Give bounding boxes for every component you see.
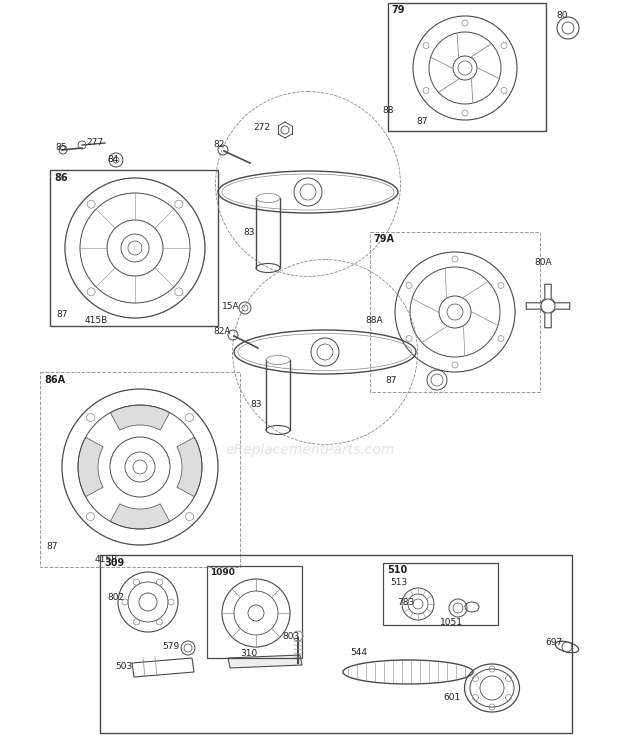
- Text: 510: 510: [387, 565, 407, 575]
- Text: 86: 86: [54, 173, 68, 183]
- Text: 579: 579: [162, 642, 179, 651]
- Bar: [100, 555, 572, 733]
- Text: 310: 310: [240, 649, 257, 658]
- Text: 88: 88: [382, 106, 394, 115]
- Polygon shape: [228, 655, 302, 668]
- Text: 82: 82: [213, 140, 224, 149]
- Text: 415B: 415B: [95, 555, 118, 564]
- Text: 783: 783: [397, 598, 414, 607]
- Bar: [207, 566, 302, 658]
- Text: 1051: 1051: [440, 618, 463, 627]
- Text: 82A: 82A: [213, 327, 231, 336]
- Text: 88A: 88A: [365, 316, 383, 325]
- Text: 803: 803: [282, 632, 299, 641]
- Bar: [370, 232, 540, 392]
- Text: eReplacementParts.com: eReplacementParts.com: [225, 443, 395, 457]
- Text: 1090: 1090: [210, 568, 235, 577]
- Text: 601: 601: [443, 693, 460, 702]
- Text: 79: 79: [391, 5, 404, 15]
- Polygon shape: [110, 504, 170, 529]
- Polygon shape: [110, 405, 170, 430]
- Text: 503: 503: [115, 662, 132, 671]
- Text: 544: 544: [350, 648, 367, 657]
- Text: 15A: 15A: [222, 302, 239, 311]
- Text: 272: 272: [253, 123, 270, 132]
- Text: 87: 87: [385, 376, 397, 385]
- Text: 415B: 415B: [85, 316, 108, 325]
- Text: 80: 80: [556, 11, 567, 20]
- Text: 79A: 79A: [373, 234, 394, 244]
- Bar: [40, 372, 240, 567]
- Text: 83: 83: [250, 400, 262, 409]
- Text: 80A: 80A: [534, 258, 552, 267]
- Bar: [383, 563, 498, 625]
- Bar: [388, 3, 546, 131]
- Text: 83: 83: [243, 228, 254, 237]
- Text: 87: 87: [56, 310, 68, 319]
- Text: 697: 697: [545, 638, 562, 647]
- Text: 513: 513: [390, 578, 407, 587]
- Text: 277: 277: [86, 138, 103, 147]
- Text: 84: 84: [107, 155, 118, 164]
- Text: 309: 309: [104, 558, 124, 568]
- Text: 85: 85: [55, 143, 66, 152]
- Text: 86A: 86A: [44, 375, 65, 385]
- Polygon shape: [78, 437, 103, 497]
- Text: 802: 802: [107, 593, 124, 602]
- Text: 87: 87: [46, 542, 58, 551]
- Text: 87: 87: [416, 117, 428, 126]
- Polygon shape: [177, 437, 202, 497]
- Bar: [50, 170, 218, 326]
